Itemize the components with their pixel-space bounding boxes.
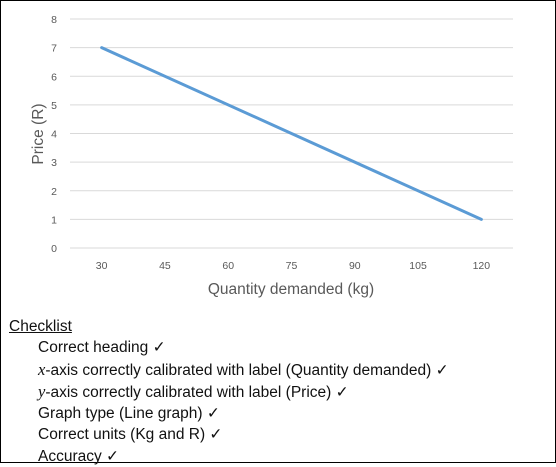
x-tick-labels: 30 45 60 75 90 105 120 <box>96 260 490 272</box>
x-tick-label: 120 <box>473 260 491 272</box>
checklist-item: x-axis correctly calibrated with label (… <box>38 359 449 379</box>
y-tick-label: 5 <box>51 100 57 112</box>
checklist-heading: Checklist <box>9 318 72 335</box>
y-tick-label: 3 <box>51 157 57 169</box>
series-lines <box>100 46 483 221</box>
y-tick-label: 4 <box>51 129 57 141</box>
checklist-item: Correct units (Kg and R) ✓ <box>38 426 223 444</box>
series-line <box>100 46 483 221</box>
x-tick-label: 105 <box>409 260 427 272</box>
y-tick-labels: 0 1 2 3 4 5 6 7 8 <box>51 14 57 255</box>
y-tick-label: 1 <box>51 214 57 226</box>
gridlines <box>70 18 513 249</box>
checklist-item: Graph type (Line graph) ✓ <box>38 405 220 423</box>
y-tick-label: 8 <box>51 14 57 26</box>
x-tick-label: 45 <box>159 260 171 272</box>
y-axis-label: Price (R) <box>30 103 47 164</box>
y-tick-label: 2 <box>51 186 57 198</box>
checklist-item: Correct heading ✓ <box>38 339 166 357</box>
y-tick-label: 0 <box>51 243 57 255</box>
checklist-item: y-axis correctly calibrated with label (… <box>38 381 349 401</box>
x-tick-label: 30 <box>96 260 108 272</box>
y-tick-label: 7 <box>51 43 57 55</box>
y-tick-label: 6 <box>51 71 57 83</box>
checklist-item: Accuracy ✓ <box>38 447 120 465</box>
x-axis-label: Quantity demanded (kg) <box>208 281 374 298</box>
checklist: Checklist Correct heading ✓ x-axis corre… <box>9 316 449 467</box>
x-tick-label: 60 <box>222 260 234 272</box>
x-tick-label: 75 <box>286 260 298 272</box>
x-tick-label: 90 <box>349 260 361 272</box>
